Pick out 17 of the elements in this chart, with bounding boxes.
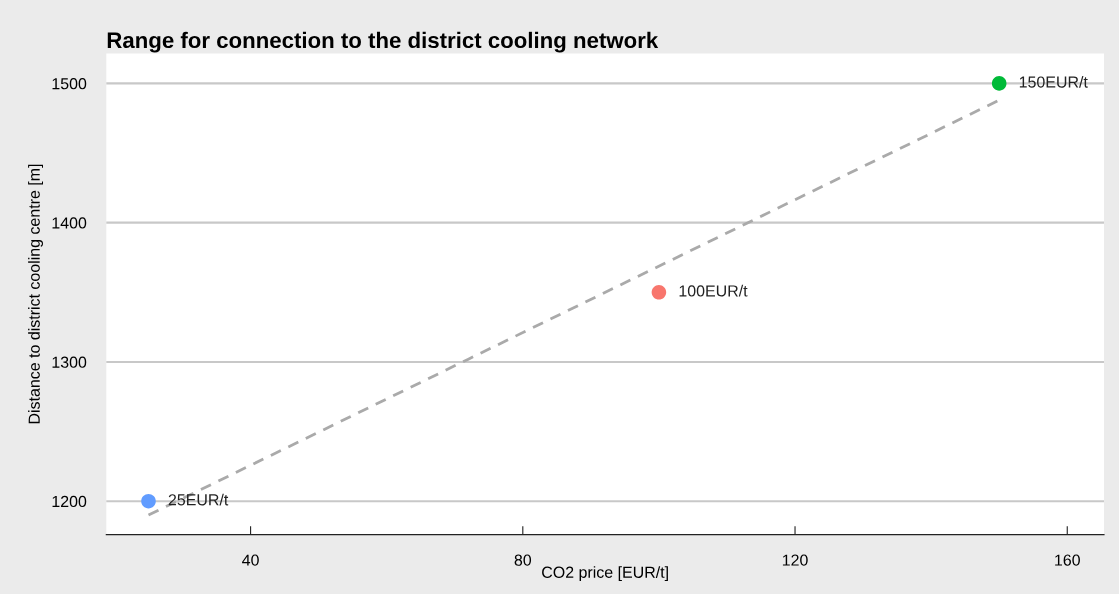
y-tick-label: 1400 xyxy=(52,217,87,229)
y-tick-label: 1300 xyxy=(52,356,87,368)
chart-title: Range for connection to the district cooling network xyxy=(107,31,659,53)
annotation: 150EUR/t xyxy=(1019,75,1088,88)
x-tick-label: 160 xyxy=(1055,554,1080,566)
x-axis-title: CO2 price [EUR/t] xyxy=(542,566,668,582)
point xyxy=(651,285,667,300)
annotation: 100EUR/t xyxy=(679,284,748,297)
x-tick-label: 40 xyxy=(242,554,259,566)
y-tick-label: 1200 xyxy=(52,495,87,508)
x-tick-label: 120 xyxy=(782,554,808,566)
x-tick-label: 80 xyxy=(514,554,532,566)
y-tick-label: 1500 xyxy=(52,78,87,90)
point xyxy=(991,76,1007,91)
y-axis-title: Distance to district cooling centre [m] xyxy=(28,164,43,424)
point xyxy=(141,493,156,509)
annotation: 25EUR/t xyxy=(168,493,229,506)
